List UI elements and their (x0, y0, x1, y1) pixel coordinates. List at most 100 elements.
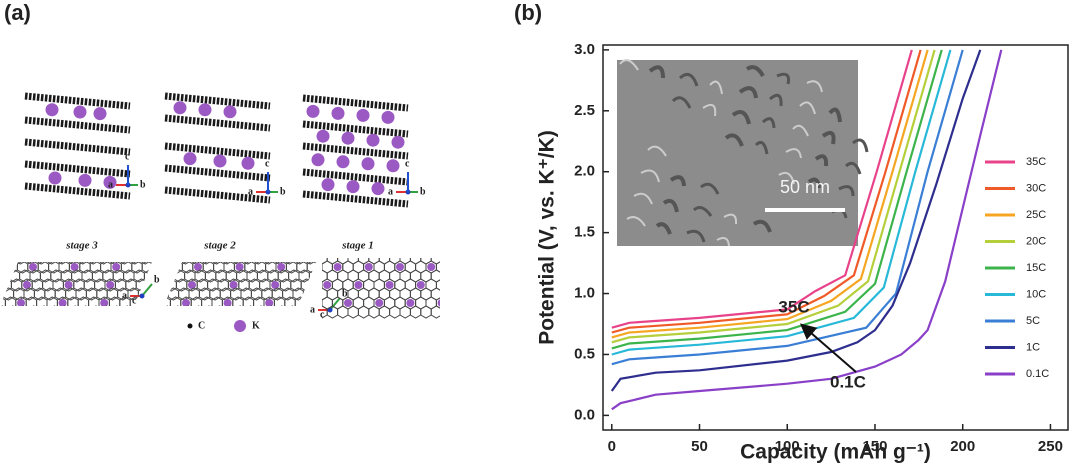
potassium-atom (316, 129, 330, 143)
hexagon (473, 288, 483, 300)
hexagon (468, 279, 478, 291)
potassium-atom (366, 133, 380, 147)
axis-letter: b (154, 274, 160, 285)
hexagon (409, 305, 422, 319)
annotation: 0.1C (830, 372, 866, 391)
axis-letter: a (388, 186, 393, 197)
hexagon (283, 262, 296, 265)
hexagon (48, 305, 61, 306)
potassium-site (223, 299, 232, 306)
hexagon (7, 305, 19, 306)
stage-label: stage 2 (203, 240, 236, 252)
y-tick-label: 2.0 (574, 163, 595, 180)
potassium-site (271, 281, 280, 289)
inset-texture (807, 177, 821, 189)
potassium-site (333, 263, 342, 271)
hexagon (389, 305, 401, 319)
axis-letter: b (342, 288, 348, 299)
graphene-lattice (0, 261, 163, 306)
potassium-site (277, 263, 286, 271)
graphene-sheet (302, 120, 409, 138)
legend-label: 15C (1026, 262, 1046, 274)
potassium-site (265, 299, 274, 306)
hexagon (262, 262, 275, 265)
hexagon (139, 262, 151, 265)
hexagon (473, 252, 483, 264)
potassium-atom (93, 107, 107, 121)
y-tick-label: 2.5 (574, 102, 595, 119)
axis-letter: a (248, 186, 253, 197)
hexagon (302, 287, 315, 301)
potassium-site (194, 263, 202, 271)
hexagon (286, 305, 298, 306)
hexagon (179, 262, 192, 265)
annotation-arrow (799, 323, 857, 373)
legend-label: 1C (1026, 341, 1040, 353)
potassium-site (437, 299, 440, 307)
potassium-site (106, 281, 115, 289)
inset-texture (761, 117, 776, 129)
potassium-atom (336, 155, 350, 169)
hexagon (164, 269, 175, 283)
axis-letter: c (405, 158, 410, 169)
potassium-site (154, 263, 162, 271)
hexagon (368, 305, 380, 319)
hexagon (452, 270, 462, 282)
hexagon (131, 305, 144, 306)
potassium-site (479, 281, 487, 289)
inset-texture (799, 101, 816, 115)
potassium-site (458, 263, 466, 271)
hexagon (442, 252, 452, 264)
hexagon (0, 269, 10, 283)
series-line (611, 49, 922, 334)
potassium-site (58, 299, 67, 306)
graphene-sheet (164, 164, 271, 182)
hexagon (304, 262, 316, 265)
hexagon (442, 288, 452, 300)
potassium-atom (331, 106, 345, 120)
hexagon (478, 297, 488, 309)
graphene-sheet (24, 92, 131, 110)
potassium-site (112, 263, 121, 271)
potassium-atom (173, 101, 187, 115)
axis-origin (139, 293, 145, 299)
hexagon (452, 288, 462, 300)
potassium-site (141, 299, 150, 306)
potassium-site (385, 281, 394, 289)
potassium-site (448, 281, 456, 289)
hexagon (308, 269, 316, 283)
hexagon (337, 305, 349, 319)
potassium-atom (306, 104, 320, 118)
potassium-site (235, 263, 244, 271)
hexagon (473, 270, 483, 282)
hexagon (210, 262, 223, 265)
hexagon (77, 262, 89, 265)
graphene-sheet (24, 182, 131, 200)
hexagon (140, 296, 152, 306)
hexagon (100, 305, 113, 306)
hexagon (244, 305, 257, 306)
legend-label: 10C (1026, 288, 1046, 300)
hexagon (203, 305, 215, 306)
potassium-atom (391, 135, 405, 149)
potassium-site (396, 263, 404, 271)
legend-label: 5C (1026, 315, 1040, 327)
legend-potassium (234, 320, 246, 332)
y-tick-label: 1.5 (574, 224, 595, 241)
series-line (611, 49, 936, 344)
x-tick-label: 50 (691, 438, 708, 455)
inset-texture (686, 229, 706, 243)
hexagon (442, 306, 452, 318)
potassium-atom (381, 110, 395, 124)
potassium-atom (321, 178, 335, 192)
graphene-sheet (24, 116, 131, 134)
axis-letter: b (140, 179, 146, 190)
potassium-site (64, 281, 73, 289)
hexagon (462, 288, 472, 300)
inset-texture (778, 171, 795, 185)
y-tick-label: 1.0 (574, 285, 595, 302)
potassium-site (354, 281, 363, 289)
legend-label: C (198, 320, 205, 331)
hexagon (294, 262, 306, 265)
hexagon (153, 261, 163, 273)
